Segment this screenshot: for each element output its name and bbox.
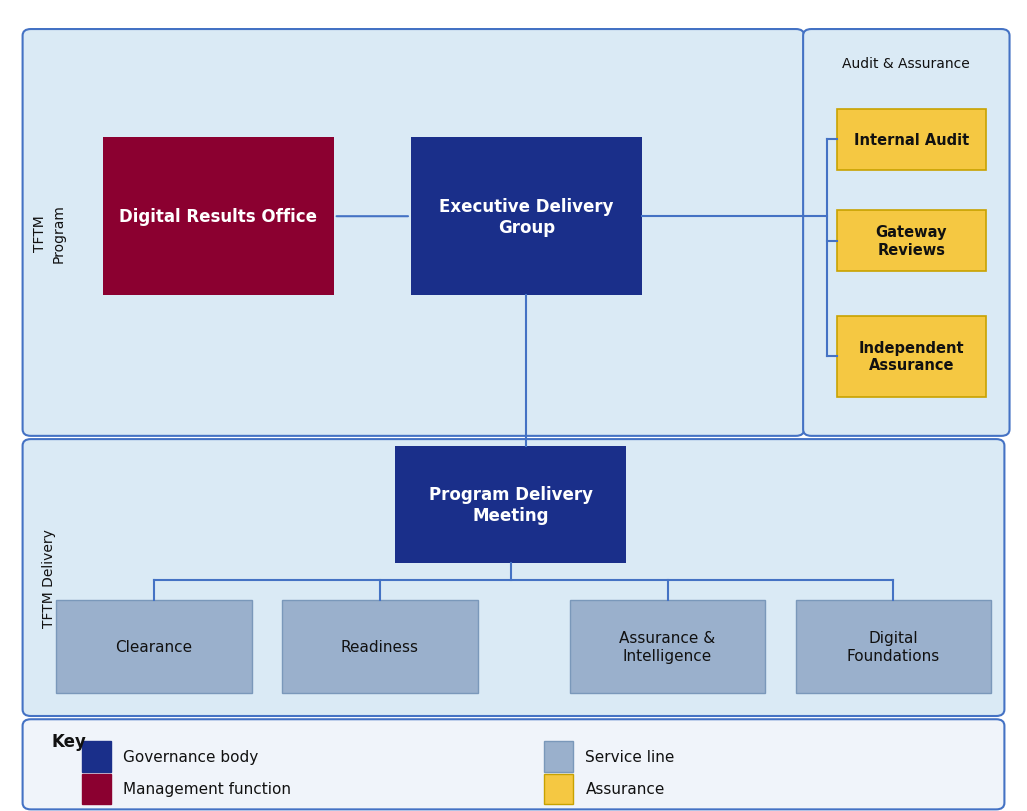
FancyBboxPatch shape — [803, 30, 1010, 436]
Bar — [570, 600, 765, 693]
Bar — [544, 741, 573, 772]
Bar — [395, 446, 626, 564]
Text: Audit & Assurance: Audit & Assurance — [842, 57, 971, 71]
Bar — [837, 109, 986, 170]
Text: Assurance &
Intelligence: Assurance & Intelligence — [619, 631, 716, 663]
Text: Readiness: Readiness — [341, 639, 419, 654]
Bar — [82, 774, 111, 805]
Text: Clearance: Clearance — [115, 639, 193, 654]
Text: Digital
Foundations: Digital Foundations — [847, 631, 940, 663]
Bar — [56, 600, 252, 693]
Text: Digital Results Office: Digital Results Office — [119, 208, 317, 226]
Text: Management function: Management function — [123, 782, 292, 796]
Bar — [82, 741, 111, 772]
FancyBboxPatch shape — [23, 30, 804, 436]
Text: TFTM Delivery: TFTM Delivery — [42, 529, 56, 627]
Text: Program Delivery
Meeting: Program Delivery Meeting — [429, 486, 593, 524]
Bar — [837, 211, 986, 272]
Text: Key: Key — [51, 732, 86, 750]
FancyBboxPatch shape — [23, 719, 1004, 809]
Bar — [411, 138, 642, 296]
Text: TFTM
Program: TFTM Program — [33, 204, 66, 263]
Bar — [796, 600, 991, 693]
FancyBboxPatch shape — [23, 440, 1004, 716]
Text: Service line: Service line — [585, 749, 675, 764]
Text: Gateway
Reviews: Gateway Reviews — [876, 225, 947, 257]
Bar — [282, 600, 478, 693]
Text: Internal Audit: Internal Audit — [853, 132, 969, 148]
Text: Executive Delivery
Group: Executive Delivery Group — [440, 198, 613, 236]
Text: Governance body: Governance body — [123, 749, 259, 764]
Bar — [103, 138, 334, 296]
Text: Independent
Assurance: Independent Assurance — [859, 341, 964, 373]
Bar — [837, 316, 986, 397]
Bar — [544, 774, 573, 805]
Text: Assurance: Assurance — [585, 782, 664, 796]
